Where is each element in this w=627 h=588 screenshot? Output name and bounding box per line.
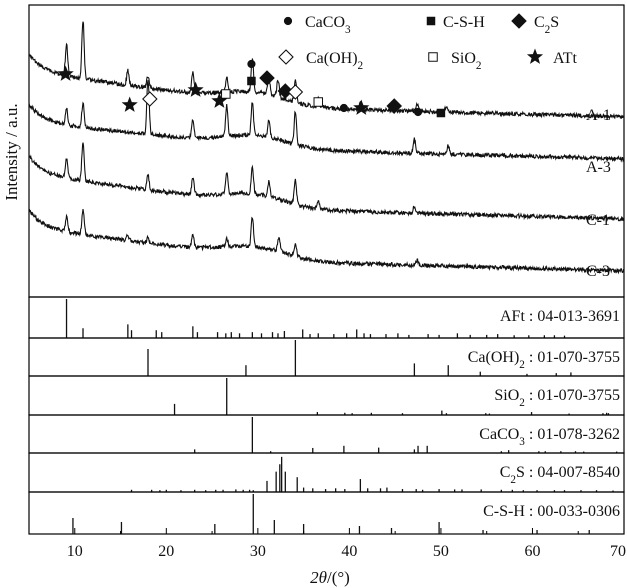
x-tick-label: 60 (524, 543, 540, 560)
reference-panel: CaCO3 : 01-078-3262 (28, 414, 625, 454)
legend-symbol-circle (283, 16, 293, 26)
legend-symbol-star (526, 48, 544, 64)
reference-panel-frame (28, 491, 625, 535)
x-tick-label: 40 (341, 543, 357, 560)
peak-marker-diamond (259, 70, 275, 86)
series-label-A-3: A-3 (586, 159, 611, 176)
reference-panel: SiO2 : 01-070-3755 (28, 375, 625, 416)
x-tick-label: 10 (67, 543, 83, 560)
peak-marker-star (353, 99, 370, 115)
series-line-A-3 (28, 80, 625, 163)
peak-marker-square (436, 108, 446, 118)
series-line-A-1 (28, 21, 625, 120)
peak-marker-square-open (313, 97, 324, 107)
reference-panel: Ca(OH)2 : 01-070-3755 (28, 337, 625, 377)
legend-label: C-S-H (443, 14, 485, 31)
peak-marker-star (57, 65, 74, 81)
legend-label: C2S (534, 14, 559, 36)
x-tick-label: 50 (433, 543, 449, 560)
series-line-C-3 (28, 208, 625, 275)
reference-label: CaCO3 : 01-078-3262 (479, 426, 620, 448)
reference-panels: AFt : 04-013-3691 Ca(OH)2 : 01-070-3755 Si… (28, 296, 625, 535)
series-line-C-1 (28, 142, 625, 223)
peak-marker-diamond-open (287, 84, 304, 100)
y-axis-label: Intensity / a.u. (2, 103, 21, 200)
legend-label: CaCO3 (305, 14, 351, 36)
x-axis-label: 2θ/(°) (310, 568, 350, 587)
reference-label: SiO2 : 01-070-3755 (494, 387, 620, 409)
x-tick-label: 70 (610, 543, 626, 560)
legend-label: ATt (553, 50, 578, 67)
peak-marker-circle (247, 59, 256, 69)
reference-label: AFt : 04-013-3691 (500, 308, 620, 325)
reference-label: Ca(OH)2 : 01-070-3755 (468, 349, 620, 371)
reference-label: C-S-H : 00-033-0306 (483, 503, 620, 520)
reference-panel: C2S : 04-007-8540 (28, 452, 625, 493)
peak-marker-star (211, 92, 228, 108)
reference-panel: AFt : 04-013-3691 (28, 296, 625, 339)
legend-symbol-diamond-open (278, 49, 294, 65)
peak-marker-square (247, 76, 256, 86)
legend-symbol-square-open (428, 52, 438, 62)
series-label-C-3: C-3 (586, 263, 610, 280)
peak-marker-diamond (277, 83, 294, 99)
reference-panel: C-S-H : 00-033-0306 (28, 491, 625, 535)
legend-symbol-diamond (511, 13, 527, 29)
axes: 10 20 30 40 50 60 70 2θ/(°) Intensity / a.u. (2, 103, 626, 587)
peak-marker-star (187, 81, 204, 97)
legend-symbol-square (426, 16, 436, 26)
peak-marker-diamond (386, 98, 403, 114)
x-tick-label: 20 (158, 543, 174, 560)
legend-label: SiO2 (451, 50, 482, 72)
main-pattern-panel: A-1 A-3 C-1 C-3 (28, 4, 625, 298)
peak-marker-square-open (221, 89, 231, 99)
legend-label: Ca(OH)2 (306, 50, 363, 72)
series-label-A-1: A-1 (586, 107, 611, 124)
reference-label: C2S : 04-007-8540 (500, 464, 620, 486)
peak-marker-circle (413, 107, 423, 117)
series-label-C-1: C-1 (586, 212, 610, 229)
peak-marker-circle (339, 103, 348, 113)
x-tick-label: 30 (250, 543, 266, 560)
legend: CaCO3 C-S-H C2S Ca(OH)2 SiO2 ATt (278, 13, 578, 72)
peak-marker-star (121, 96, 138, 112)
peak-marker-diamond-open (142, 91, 158, 107)
